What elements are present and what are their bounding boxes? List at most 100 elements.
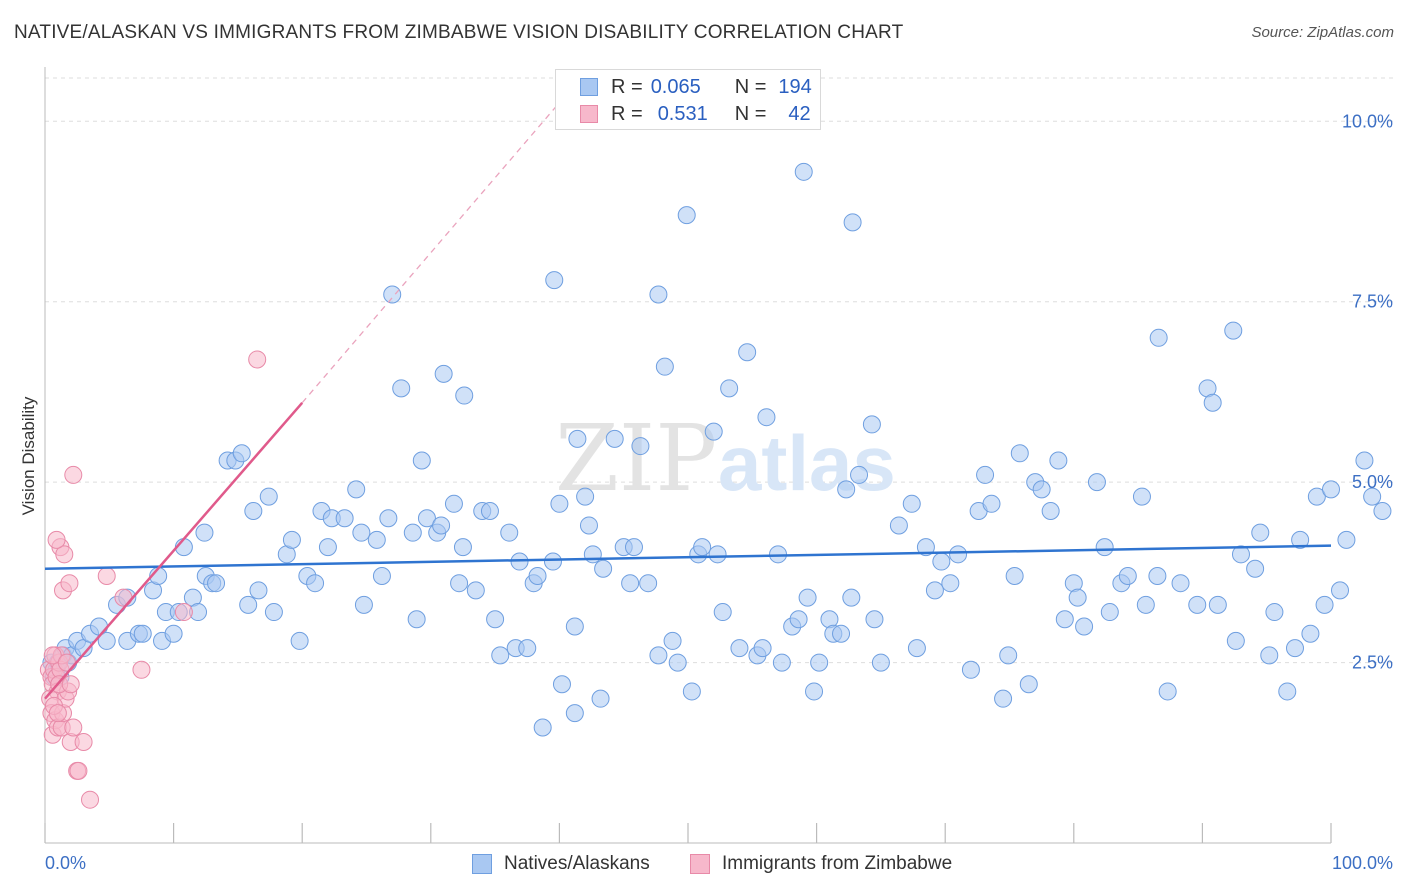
x-tick-label: 0.0% <box>45 853 86 873</box>
native-point <box>1100 603 1119 622</box>
zimbabwe-point <box>114 588 133 607</box>
zimbabwe-point <box>64 465 83 484</box>
native-point <box>518 639 537 658</box>
native-point <box>1148 566 1167 585</box>
native-point <box>565 617 584 636</box>
native-point <box>1231 545 1250 564</box>
y-axis-label: Vision Disability <box>19 396 38 515</box>
native-point <box>249 581 268 600</box>
native-point <box>417 509 436 528</box>
native-point <box>1010 444 1029 463</box>
native-point <box>663 631 682 650</box>
native-point <box>677 206 696 225</box>
native-point <box>565 704 584 723</box>
native-point <box>621 574 640 593</box>
native-point <box>282 530 301 549</box>
native-point <box>306 574 325 593</box>
native-point <box>133 624 152 643</box>
native-point <box>1158 682 1177 701</box>
n-label: N = <box>734 75 767 98</box>
zimbabwe-point <box>48 704 67 723</box>
native-point <box>407 610 426 629</box>
native-point <box>1055 610 1074 629</box>
native-point <box>668 653 687 672</box>
native-point <box>772 653 791 672</box>
zimbabwe-swatch <box>580 105 598 123</box>
native-point <box>1041 502 1060 521</box>
native-point <box>902 494 921 513</box>
native-point <box>1285 639 1304 658</box>
r-label: R = <box>611 75 643 98</box>
r-value: 0.531 <box>657 102 708 125</box>
native-point <box>999 646 1018 665</box>
r-label: R = <box>611 102 643 125</box>
zimbabwe-point <box>55 545 74 564</box>
native-point <box>434 364 453 383</box>
legend-label-natives: Natives/Alaskans <box>504 853 650 874</box>
native-point <box>491 646 510 665</box>
native-point <box>708 545 727 564</box>
natives-swatch <box>580 78 598 96</box>
native-point <box>1322 480 1340 499</box>
zimbabwe-point <box>248 350 267 369</box>
native-point <box>259 487 278 506</box>
native-point <box>1132 487 1151 506</box>
legend-item-natives: Natives/Alaskans <box>472 852 650 876</box>
native-point <box>1301 624 1320 643</box>
y-tick-label: 10.0% <box>1342 111 1393 131</box>
watermark-atlas: atlas <box>718 419 896 507</box>
native-point <box>720 379 739 398</box>
native-point <box>500 523 519 542</box>
native-point <box>1136 595 1155 614</box>
native-point <box>1246 559 1265 578</box>
n-label: N = <box>734 102 767 125</box>
native-point <box>982 494 1001 513</box>
zimbabwe-point <box>174 603 193 622</box>
native-point <box>976 465 995 484</box>
y-tick-label: 5.0% <box>1352 472 1393 492</box>
x-tick-label: 100.0% <box>1332 853 1393 873</box>
native-point <box>486 610 505 629</box>
native-point <box>649 646 668 665</box>
native-point <box>1049 451 1068 470</box>
stats-box: R = 0.065 N = 194 R = 0.531 N = 42 <box>555 69 821 130</box>
n-value: 42 <box>788 102 811 125</box>
native-point <box>1315 595 1334 614</box>
legend-swatch-natives <box>472 854 492 874</box>
native-point <box>444 494 463 513</box>
native-point <box>195 523 214 542</box>
tick-labels: 2.5% 5.0% 7.5% 10.0% 0.0% 100.0% <box>45 111 1393 873</box>
native-point <box>594 559 613 578</box>
zimbabwe-trend-extension <box>301 99 563 404</box>
native-point <box>932 552 951 571</box>
native-point <box>372 566 391 585</box>
native-point <box>693 538 712 557</box>
native-point <box>925 581 944 600</box>
r-value: 0.065 <box>650 75 701 98</box>
y-tick-label: 2.5% <box>1352 653 1393 673</box>
native-point <box>533 718 552 737</box>
native-point <box>730 639 749 658</box>
native-point <box>264 603 283 622</box>
zimbabwe-point <box>97 566 116 585</box>
trend-lines <box>44 99 1332 700</box>
native-point <box>850 465 869 484</box>
natives-trend-line <box>44 544 1332 571</box>
zimbabwe-point <box>132 660 151 679</box>
native-point <box>335 509 354 528</box>
native-point <box>318 538 337 557</box>
chart-title: NATIVE/ALASKAN VS IMMIGRANTS FROM ZIMBAB… <box>14 22 904 43</box>
native-point <box>239 595 258 614</box>
native-point <box>865 610 884 629</box>
native-point <box>949 545 968 564</box>
native-point <box>379 509 398 528</box>
native-point <box>591 689 610 708</box>
native-point <box>1068 588 1087 607</box>
grid-lines <box>45 77 1393 664</box>
stats-row-zimbabwe: R = 0.531 N = 42 <box>580 101 811 127</box>
native-point <box>455 386 474 405</box>
native-point <box>916 538 935 557</box>
native-point <box>757 408 776 427</box>
native-point <box>1032 480 1051 499</box>
